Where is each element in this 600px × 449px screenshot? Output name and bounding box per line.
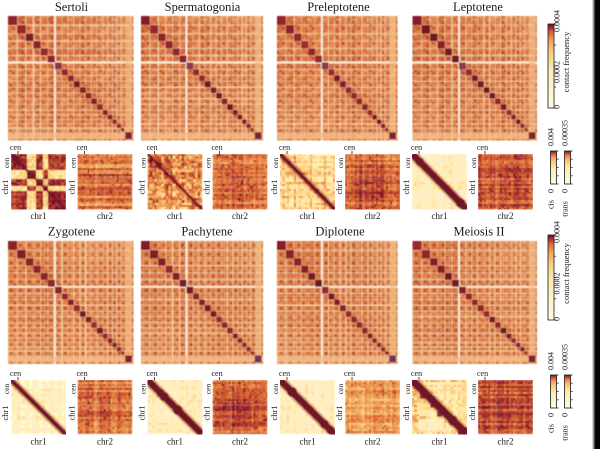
svg-text:chr1: chr1 bbox=[300, 211, 316, 221]
svg-text:chr1: chr1 bbox=[167, 211, 183, 221]
svg-text:Diplotene: Diplotene bbox=[315, 225, 365, 239]
svg-text:cen: cen bbox=[279, 369, 290, 378]
svg-text:cen: cen bbox=[69, 158, 78, 169]
svg-text:cen: cen bbox=[271, 384, 280, 395]
svg-text:cen: cen bbox=[411, 369, 422, 378]
svg-text:chr1: chr1 bbox=[467, 179, 477, 194]
svg-text:cen: cen bbox=[147, 369, 158, 378]
svg-text:cen: cen bbox=[69, 384, 78, 395]
svg-text:0.0004: 0.0004 bbox=[553, 221, 562, 243]
svg-text:contact frequency: contact frequency bbox=[561, 242, 571, 303]
svg-text:chr2: chr2 bbox=[232, 211, 248, 221]
svg-text:trans: trans bbox=[561, 201, 570, 217]
svg-text:Leptotene: Leptotene bbox=[453, 0, 503, 14]
svg-text:0.0004: 0.0004 bbox=[553, 10, 562, 32]
svg-text:cen: cen bbox=[2, 158, 11, 169]
svg-text:chr2: chr2 bbox=[97, 437, 113, 447]
svg-text:chr1: chr1 bbox=[202, 405, 212, 420]
svg-text:0: 0 bbox=[547, 189, 556, 193]
svg-text:chr1: chr1 bbox=[401, 405, 411, 420]
svg-text:0: 0 bbox=[553, 105, 562, 109]
svg-text:chr1: chr1 bbox=[31, 437, 47, 447]
svg-text:Sertoli: Sertoli bbox=[55, 0, 89, 14]
svg-text:cen: cen bbox=[139, 158, 148, 169]
svg-text:cen: cen bbox=[279, 143, 290, 152]
svg-text:0.004: 0.004 bbox=[547, 352, 556, 370]
svg-text:chr1: chr1 bbox=[467, 405, 477, 420]
svg-text:chr1: chr1 bbox=[269, 179, 279, 194]
svg-text:cen: cen bbox=[344, 369, 355, 378]
svg-text:cen: cen bbox=[271, 158, 280, 169]
svg-text:cen: cen bbox=[411, 143, 422, 152]
svg-text:cen: cen bbox=[469, 158, 478, 169]
svg-text:0: 0 bbox=[561, 189, 570, 193]
svg-text:cen: cen bbox=[344, 143, 355, 152]
svg-text:0.0002: 0.0002 bbox=[553, 61, 562, 83]
svg-text:cen: cen bbox=[469, 384, 478, 395]
svg-text:chr1: chr1 bbox=[31, 211, 47, 221]
svg-text:Meiosis II: Meiosis II bbox=[453, 225, 504, 239]
svg-text:chr1: chr1 bbox=[0, 179, 10, 194]
svg-text:cen: cen bbox=[403, 384, 412, 395]
svg-text:cen: cen bbox=[77, 143, 88, 152]
svg-text:0.00035: 0.00035 bbox=[561, 344, 570, 370]
svg-text:0.0002: 0.0002 bbox=[553, 273, 562, 295]
svg-text:cis: cis bbox=[547, 424, 556, 433]
svg-text:cen: cen bbox=[212, 369, 223, 378]
svg-text:cen: cen bbox=[477, 369, 488, 378]
svg-text:cen: cen bbox=[10, 369, 21, 378]
svg-text:cen: cen bbox=[147, 143, 158, 152]
svg-text:cis: cis bbox=[547, 200, 556, 209]
svg-text:Pachytene: Pachytene bbox=[181, 225, 233, 239]
svg-text:cen: cen bbox=[336, 384, 345, 395]
svg-text:0: 0 bbox=[561, 413, 570, 417]
svg-text:cen: cen bbox=[336, 158, 345, 169]
svg-text:trans: trans bbox=[561, 425, 570, 441]
svg-text:chr1: chr1 bbox=[269, 405, 279, 420]
svg-text:cen: cen bbox=[204, 158, 213, 169]
svg-text:chr1: chr1 bbox=[401, 179, 411, 194]
svg-text:chr1: chr1 bbox=[300, 437, 316, 447]
svg-text:chr1: chr1 bbox=[0, 405, 10, 420]
svg-text:cen: cen bbox=[403, 158, 412, 169]
svg-text:cen: cen bbox=[10, 143, 21, 152]
svg-text:0: 0 bbox=[547, 413, 556, 417]
svg-text:cen: cen bbox=[477, 143, 488, 152]
svg-text:chr1: chr1 bbox=[137, 179, 147, 194]
svg-text:chr2: chr2 bbox=[232, 437, 248, 447]
svg-text:chr1: chr1 bbox=[167, 437, 183, 447]
svg-text:chr1: chr1 bbox=[432, 211, 448, 221]
svg-text:Zygotene: Zygotene bbox=[48, 225, 96, 239]
svg-text:chr1: chr1 bbox=[334, 405, 344, 420]
svg-text:cen: cen bbox=[2, 384, 11, 395]
svg-text:chr1: chr1 bbox=[67, 405, 77, 420]
svg-text:0.004: 0.004 bbox=[547, 128, 556, 146]
svg-text:0.00035: 0.00035 bbox=[561, 120, 570, 146]
svg-text:chr2: chr2 bbox=[498, 437, 514, 447]
svg-text:chr2: chr2 bbox=[365, 211, 381, 221]
svg-text:cen: cen bbox=[77, 369, 88, 378]
svg-text:chr2: chr2 bbox=[365, 437, 381, 447]
svg-text:contact frequency: contact frequency bbox=[561, 31, 571, 92]
svg-text:chr1: chr1 bbox=[432, 437, 448, 447]
svg-text:chr1: chr1 bbox=[137, 405, 147, 420]
svg-text:cen: cen bbox=[212, 143, 223, 152]
svg-text:cen: cen bbox=[204, 384, 213, 395]
svg-text:chr2: chr2 bbox=[498, 211, 514, 221]
svg-text:0: 0 bbox=[553, 317, 562, 321]
svg-text:chr1: chr1 bbox=[202, 179, 212, 194]
svg-text:Spermatogonia: Spermatogonia bbox=[165, 0, 241, 14]
svg-text:chr1: chr1 bbox=[334, 179, 344, 194]
svg-text:Preleptotene: Preleptotene bbox=[307, 0, 370, 14]
svg-text:chr1: chr1 bbox=[67, 179, 77, 194]
svg-text:cen: cen bbox=[139, 384, 148, 395]
svg-text:chr2: chr2 bbox=[97, 211, 113, 221]
